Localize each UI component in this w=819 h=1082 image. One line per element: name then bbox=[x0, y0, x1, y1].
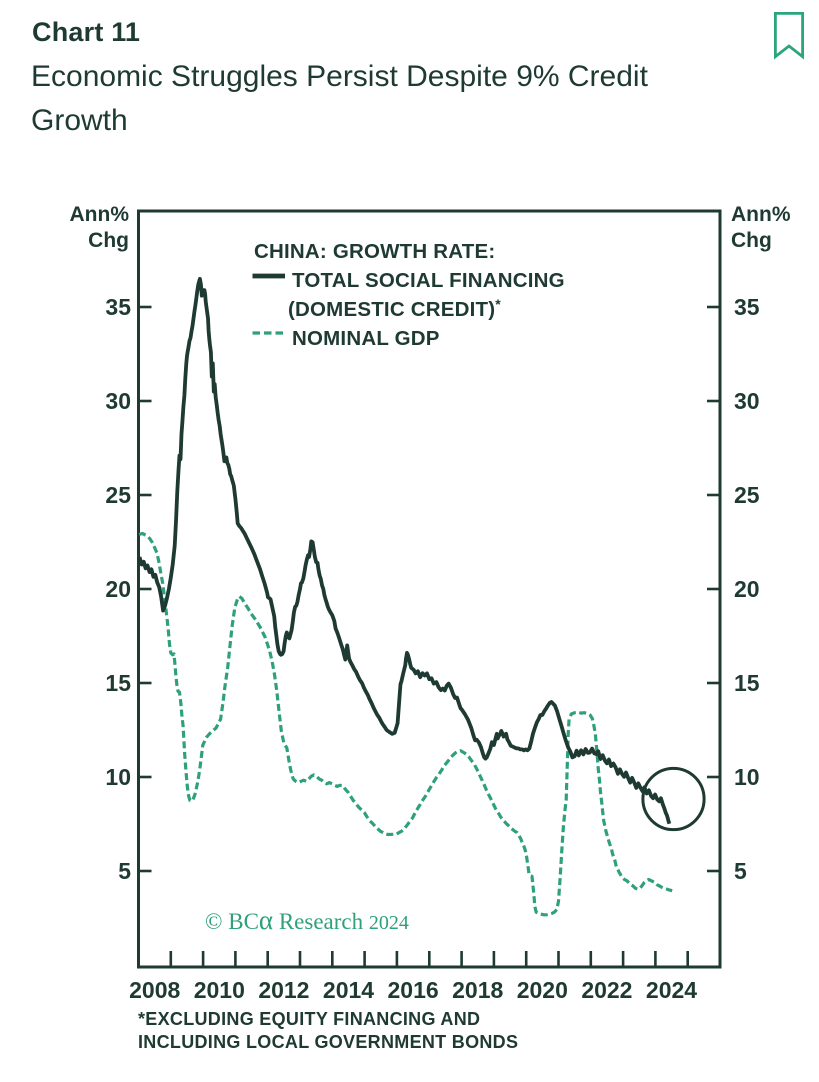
svg-text:20: 20 bbox=[734, 576, 760, 602]
svg-text:35: 35 bbox=[105, 294, 131, 320]
svg-text:Chart 11: Chart 11 bbox=[32, 17, 140, 47]
svg-text:25: 25 bbox=[734, 482, 760, 508]
svg-text:Chg: Chg bbox=[731, 229, 772, 252]
svg-text:CHINA: GROWTH RATE:: CHINA: GROWTH RATE: bbox=[254, 240, 495, 263]
svg-text:2020: 2020 bbox=[517, 977, 568, 1003]
svg-text:2008: 2008 bbox=[129, 977, 180, 1003]
svg-text:2012: 2012 bbox=[258, 977, 309, 1003]
svg-text:INCLUDING LOCAL GOVERNMENT BON: INCLUDING LOCAL GOVERNMENT BONDS bbox=[138, 1032, 518, 1052]
svg-text:2014: 2014 bbox=[323, 977, 374, 1003]
svg-text:Chg: Chg bbox=[88, 229, 129, 252]
svg-text:30: 30 bbox=[105, 388, 131, 414]
svg-text:Growth: Growth bbox=[31, 104, 128, 137]
svg-text:Economic Struggles Persist Des: Economic Struggles Persist Despite 9% Cr… bbox=[31, 60, 649, 93]
svg-text:35: 35 bbox=[734, 294, 760, 320]
svg-text:Ann%: Ann% bbox=[70, 203, 130, 226]
svg-text:15: 15 bbox=[105, 670, 131, 696]
svg-text:10: 10 bbox=[105, 764, 131, 790]
svg-text:2024: 2024 bbox=[646, 977, 697, 1003]
svg-text:© BCα Research 2024: © BCα Research 2024 bbox=[205, 905, 409, 935]
svg-text:10: 10 bbox=[734, 764, 760, 790]
svg-text:NOMINAL GDP: NOMINAL GDP bbox=[292, 327, 440, 350]
svg-text:TOTAL SOCIAL FINANCING: TOTAL SOCIAL FINANCING bbox=[292, 269, 565, 292]
svg-text:Ann%: Ann% bbox=[731, 203, 791, 226]
svg-text:5: 5 bbox=[118, 858, 131, 884]
svg-text:2018: 2018 bbox=[452, 977, 503, 1003]
svg-text:*EXCLUDING EQUITY FINANCING AN: *EXCLUDING EQUITY FINANCING AND bbox=[138, 1009, 480, 1029]
svg-text:30: 30 bbox=[734, 388, 760, 414]
svg-text:5: 5 bbox=[734, 858, 747, 884]
svg-text:2016: 2016 bbox=[388, 977, 439, 1003]
svg-text:20: 20 bbox=[105, 576, 131, 602]
svg-text:25: 25 bbox=[105, 482, 131, 508]
svg-text:(DOMESTIC CREDIT)*: (DOMESTIC CREDIT)* bbox=[288, 296, 501, 321]
svg-text:15: 15 bbox=[734, 670, 760, 696]
svg-text:2022: 2022 bbox=[581, 977, 632, 1003]
svg-text:2010: 2010 bbox=[194, 977, 245, 1003]
